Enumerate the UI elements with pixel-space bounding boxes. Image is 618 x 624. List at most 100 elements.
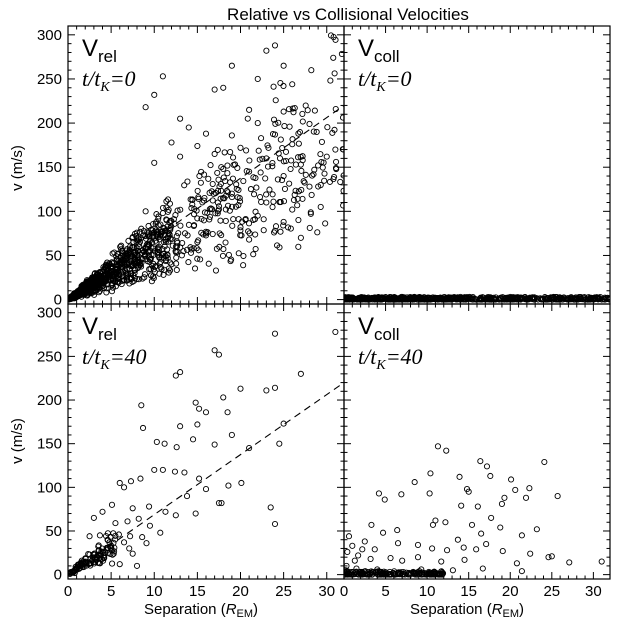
data-point	[240, 178, 247, 185]
data-point	[557, 295, 564, 302]
data-point	[215, 206, 222, 213]
data-point	[382, 570, 389, 577]
data-point	[260, 227, 267, 234]
data-point	[84, 291, 91, 298]
data-point	[159, 466, 166, 473]
y-tick-label: 100	[37, 203, 62, 220]
data-point	[200, 197, 207, 204]
data-point	[289, 81, 296, 88]
reference-line	[67, 382, 345, 576]
data-point	[269, 203, 276, 211]
data-point	[308, 67, 315, 74]
data-point	[218, 499, 225, 507]
data-point	[477, 296, 485, 303]
data-point	[538, 296, 545, 303]
data-point	[310, 128, 317, 135]
data-point	[133, 562, 141, 569]
panel-label: Vcoll	[358, 35, 400, 66]
data-point	[581, 296, 588, 303]
data-point	[282, 148, 290, 155]
data-point	[230, 154, 237, 161]
data-point	[162, 238, 169, 246]
data-point	[503, 295, 510, 302]
data-point	[411, 479, 418, 486]
data-point	[369, 295, 376, 302]
data-point	[188, 204, 195, 212]
data-point	[135, 515, 142, 522]
data-point	[125, 237, 132, 244]
data-point	[214, 146, 221, 153]
data-point	[411, 570, 418, 577]
data-point	[110, 550, 117, 557]
data-point	[444, 547, 451, 554]
data-point	[299, 153, 306, 160]
data-point	[258, 198, 265, 205]
data-point	[354, 296, 361, 303]
data-point	[344, 567, 349, 574]
data-point	[177, 115, 184, 122]
data-point	[78, 557, 85, 564]
data-point	[118, 258, 125, 265]
y-tick-label: 250	[37, 71, 62, 88]
data-point	[320, 159, 327, 166]
data-point	[479, 565, 486, 572]
data-point	[277, 79, 284, 87]
data-point	[196, 405, 203, 412]
data-point	[527, 550, 534, 557]
data-point	[468, 296, 475, 303]
y-tick-label: 150	[37, 159, 62, 176]
data-point	[223, 192, 230, 199]
data-point	[184, 178, 191, 185]
data-point	[306, 120, 313, 128]
data-point	[331, 126, 338, 133]
x-tick-label: 20	[502, 583, 519, 600]
data-point	[501, 494, 508, 501]
y-tick-label: 300	[37, 27, 62, 44]
data-point	[290, 109, 297, 116]
data-point	[124, 276, 131, 283]
data-point	[173, 444, 180, 451]
data-point	[245, 220, 253, 227]
y-tick-label: 100	[37, 479, 62, 496]
data-point	[267, 504, 274, 511]
data-point	[317, 203, 324, 210]
data-point	[104, 530, 111, 537]
data-point	[301, 179, 308, 186]
panel-time-label: t/tK=0	[82, 66, 136, 95]
x-tick-label: 30	[585, 583, 602, 600]
data-point	[214, 199, 221, 206]
data-point	[526, 485, 533, 492]
data-point	[220, 165, 227, 173]
data-point	[326, 178, 334, 185]
data-point	[279, 144, 286, 152]
data-point	[105, 271, 112, 278]
data-point	[116, 561, 123, 568]
data-point	[196, 172, 203, 180]
data-point	[471, 295, 478, 302]
data-point	[394, 527, 401, 534]
x-tick-label: 0	[64, 583, 72, 600]
data-point	[277, 136, 284, 143]
data-point	[164, 246, 171, 253]
data-point	[68, 568, 74, 576]
data-point	[165, 269, 172, 276]
data-point	[272, 223, 280, 230]
data-point	[109, 560, 116, 567]
x-tick-label: 10	[419, 583, 436, 600]
data-point	[173, 266, 180, 274]
data-point	[155, 222, 162, 229]
x-tick-label: 25	[543, 583, 560, 600]
data-point	[256, 156, 263, 163]
data-point	[327, 77, 334, 84]
data-point	[185, 221, 192, 228]
data-point	[348, 568, 355, 576]
data-point	[228, 194, 236, 201]
data-point	[449, 567, 456, 574]
data-point	[554, 493, 561, 500]
data-point	[139, 275, 146, 282]
data-point	[296, 129, 304, 136]
data-point	[112, 520, 119, 527]
data-point	[115, 279, 122, 286]
data-point	[216, 230, 223, 237]
data-point	[367, 555, 374, 562]
